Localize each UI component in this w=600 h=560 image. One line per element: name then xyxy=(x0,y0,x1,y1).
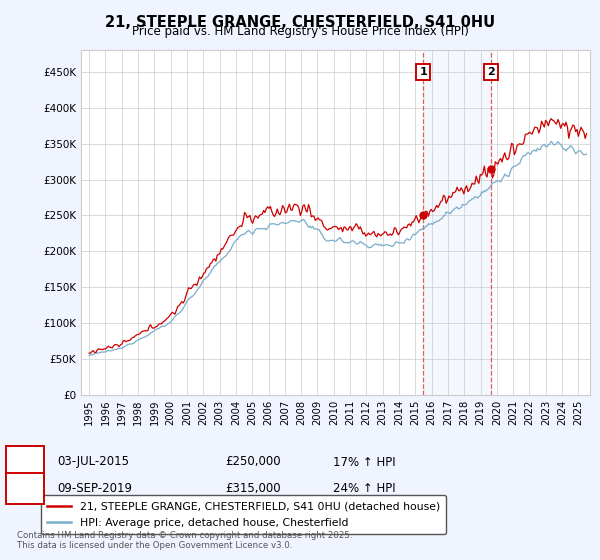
Text: Contains HM Land Registry data © Crown copyright and database right 2025.
This d: Contains HM Land Registry data © Crown c… xyxy=(17,530,352,550)
Text: 2: 2 xyxy=(21,482,29,495)
Text: 2: 2 xyxy=(488,67,496,77)
Text: 03-JUL-2015: 03-JUL-2015 xyxy=(57,455,129,469)
Text: 1: 1 xyxy=(21,455,29,469)
Text: 17% ↑ HPI: 17% ↑ HPI xyxy=(333,455,395,469)
Text: £315,000: £315,000 xyxy=(225,482,281,495)
Text: 24% ↑ HPI: 24% ↑ HPI xyxy=(333,482,395,495)
Text: 21, STEEPLE GRANGE, CHESTERFIELD, S41 0HU: 21, STEEPLE GRANGE, CHESTERFIELD, S41 0H… xyxy=(105,15,495,30)
Bar xyxy=(424,50,491,395)
Text: Price paid vs. HM Land Registry's House Price Index (HPI): Price paid vs. HM Land Registry's House … xyxy=(131,25,469,38)
Text: £250,000: £250,000 xyxy=(225,455,281,469)
Text: 09-SEP-2019: 09-SEP-2019 xyxy=(57,482,132,495)
Legend: 21, STEEPLE GRANGE, CHESTERFIELD, S41 0HU (detached house), HPI: Average price, : 21, STEEPLE GRANGE, CHESTERFIELD, S41 0H… xyxy=(41,495,446,534)
Text: 1: 1 xyxy=(419,67,427,77)
